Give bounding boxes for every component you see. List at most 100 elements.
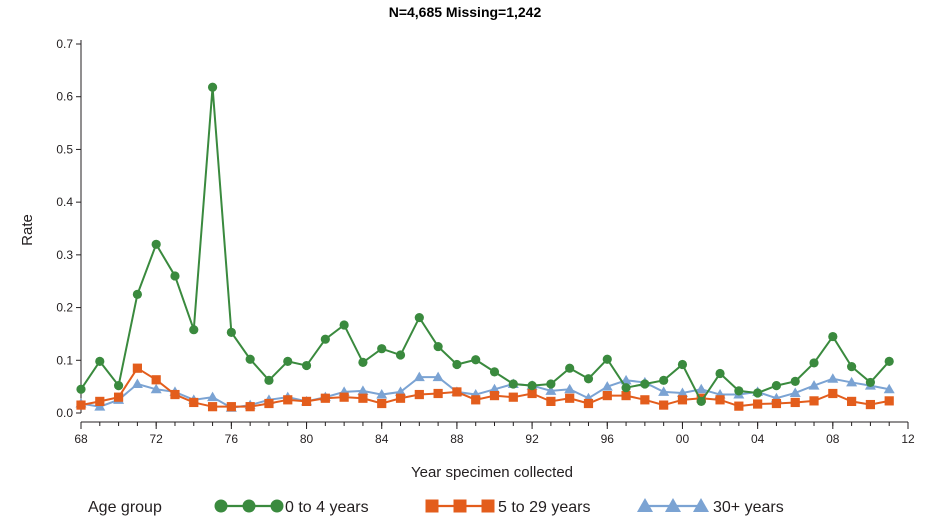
- point-0-to-4-years: [339, 320, 349, 330]
- x-axis: 68 72 76 80 84 88 92 96 00 04 08 12: [74, 421, 915, 446]
- point-5-to-29-years: [264, 398, 274, 409]
- point-5-to-29-years: [414, 389, 424, 400]
- legend-item-5-to-29-years: 5 to 29 years: [425, 499, 591, 516]
- point-0-to-4-years: [76, 384, 86, 394]
- point-5-to-29-years: [113, 392, 124, 402]
- point-5-to-29-years: [395, 393, 406, 403]
- point-0-to-4-years: [753, 388, 763, 398]
- point-5-to-29-years: [715, 395, 725, 405]
- x-axis-label: Year specimen collected: [411, 464, 573, 481]
- x-tick-label: 12: [901, 432, 915, 446]
- point-0-to-4-years: [565, 363, 575, 373]
- point-5-to-29-years: [809, 396, 819, 406]
- point-30plus-years: [432, 371, 444, 382]
- series-line-5-to-29-years: [80, 366, 890, 408]
- point-0-to-4-years: [95, 356, 105, 366]
- point-30plus-years: [883, 383, 895, 394]
- point-0-to-4-years: [489, 367, 500, 377]
- point-0-to-4-years: [433, 341, 443, 352]
- x-tick-label: 04: [751, 432, 765, 446]
- point-0-to-4-years: [583, 374, 594, 384]
- point-5-to-29-years: [358, 393, 368, 403]
- point-30plus-years: [676, 387, 688, 397]
- point-0-to-4-years: [847, 362, 857, 372]
- point-5-to-29-years: [753, 399, 763, 409]
- point-5-to-29-years: [621, 391, 631, 401]
- point-30plus-years: [695, 383, 707, 394]
- point-5-to-29-years: [207, 402, 218, 412]
- point-5-to-29-years: [489, 391, 500, 401]
- point-5-to-29-years: [734, 401, 744, 411]
- point-30plus-years: [827, 373, 839, 383]
- point-5-to-29-years: [546, 396, 556, 407]
- plot-area: 0.0 0.1 0.2 0.3 0.4 0.5 0.6 0.7 68 72 76 80 84 88 92 9…: [56, 37, 915, 446]
- x-tick-label: 08: [826, 432, 840, 446]
- point-0-to-4-years: [151, 239, 161, 249]
- x-tick-label: 96: [601, 432, 615, 446]
- point-30plus-years: [131, 378, 143, 389]
- y-axis-label: Rate: [19, 214, 36, 246]
- legend-marker-0-to-4-years: [214, 499, 228, 513]
- point-5-to-29-years: [471, 395, 481, 405]
- x-tick-label: 72: [150, 432, 164, 446]
- legend-marker-5-to-29-years: [425, 499, 439, 513]
- point-5-to-29-years: [283, 395, 293, 405]
- point-30plus-years: [564, 383, 576, 394]
- point-5-to-29-years: [339, 392, 349, 402]
- point-5-to-29-years: [884, 396, 894, 406]
- point-5-to-29-years: [76, 400, 86, 410]
- point-30plus-years: [395, 386, 407, 396]
- legend-label-5-to-29-years: 5 to 29 years: [498, 499, 591, 516]
- series-layer: [75, 82, 895, 412]
- x-tick-label: 88: [450, 432, 464, 446]
- point-0-to-4-years: [264, 375, 274, 385]
- point-30plus-years: [357, 385, 369, 395]
- point-5-to-29-years: [583, 398, 594, 409]
- point-0-to-4-years: [696, 396, 706, 407]
- point-0-to-4-years: [659, 375, 669, 385]
- x-tick-label: 84: [375, 432, 389, 446]
- point-5-to-29-years: [677, 395, 688, 405]
- y-tick-label: 0.2: [56, 301, 73, 315]
- legend-marker-30plus-years: [693, 498, 709, 512]
- point-30plus-years: [207, 391, 219, 402]
- point-30plus-years: [846, 376, 858, 387]
- point-0-to-4-years: [301, 360, 312, 371]
- point-0-to-4-years: [132, 289, 142, 299]
- point-0-to-4-years: [207, 82, 218, 92]
- y-axis: 0.0 0.1 0.2 0.3 0.4 0.5 0.6 0.7: [56, 37, 82, 420]
- point-5-to-29-years: [95, 396, 105, 407]
- x-tick-label: 68: [74, 432, 88, 446]
- point-0-to-4-years: [508, 379, 518, 389]
- point-5-to-29-years: [377, 398, 387, 409]
- y-tick-label: 0.4: [56, 195, 73, 209]
- legend-title: Age group: [88, 499, 162, 516]
- point-0-to-4-years: [677, 359, 688, 370]
- point-30plus-years: [601, 381, 613, 391]
- point-0-to-4-years: [320, 334, 330, 344]
- y-tick-label: 0.5: [56, 142, 73, 156]
- legend-marker-0-to-4-years: [242, 499, 256, 513]
- point-0-to-4-years: [170, 271, 180, 281]
- legend-item-0-to-4-years: 0 to 4 years: [214, 499, 369, 516]
- point-30plus-years: [376, 389, 388, 399]
- chart-title: N=4,685 Missing=1,242: [389, 4, 542, 20]
- point-30plus-years: [789, 387, 801, 397]
- x-tick-label: 00: [676, 432, 690, 446]
- point-30plus-years: [413, 371, 425, 382]
- point-0-to-4-years: [527, 380, 537, 391]
- point-0-to-4-years: [828, 331, 838, 342]
- point-0-to-4-years: [884, 356, 894, 366]
- point-0-to-4-years: [395, 350, 406, 360]
- point-0-to-4-years: [715, 368, 725, 379]
- point-5-to-29-years: [245, 402, 255, 412]
- point-5-to-29-years: [565, 393, 575, 403]
- point-0-to-4-years: [226, 327, 236, 337]
- point-5-to-29-years: [433, 388, 443, 399]
- x-tick-label: 92: [525, 432, 539, 446]
- point-0-to-4-years: [245, 354, 255, 364]
- point-30plus-years: [489, 383, 500, 394]
- point-5-to-29-years: [170, 389, 180, 400]
- y-tick-label: 0.6: [56, 90, 73, 104]
